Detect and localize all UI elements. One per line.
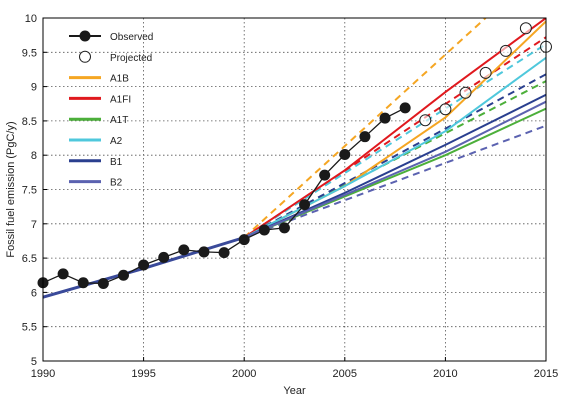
legend-label: B2 — [110, 178, 123, 189]
scenario-line-a2 — [243, 56, 546, 239]
legend-label: Observed — [110, 32, 153, 43]
legend: Observed Projected A1B A1FI A1T A2 B1 B2 — [69, 30, 153, 189]
projected-series — [419, 22, 552, 127]
observed-point — [218, 247, 230, 259]
projected-point — [499, 44, 512, 57]
scenario-dashed-a1b — [243, 18, 487, 239]
observed-point — [399, 102, 411, 114]
scenario-line-a1fi — [243, 18, 546, 239]
scenario-dashed-a2 — [243, 43, 546, 239]
legend-label: A1FI — [110, 94, 131, 105]
grid — [43, 18, 546, 361]
observed-point — [158, 251, 170, 263]
observed-point — [198, 246, 210, 258]
x-axis-label: Year — [283, 385, 306, 397]
scenario-dashed-b1 — [243, 73, 546, 239]
legend-swatch-marker — [79, 30, 91, 42]
projected-point — [439, 103, 452, 116]
observed-point — [57, 268, 69, 280]
observed-point — [379, 112, 391, 124]
observed-point — [117, 269, 129, 281]
legend-label: Projected — [110, 53, 152, 64]
plot-frame — [42, 17, 547, 362]
observed-point — [278, 222, 290, 234]
legend-label: A1T — [110, 115, 128, 126]
scenario-dashed-b2 — [243, 124, 546, 239]
observed-point — [258, 224, 270, 236]
x-tick-label: 2010 — [433, 368, 457, 380]
legend-label: A1B — [110, 74, 129, 85]
observed-point — [77, 277, 89, 289]
legend-item-observed: Observed — [69, 30, 153, 43]
observed-point — [138, 259, 150, 271]
observed-series — [37, 102, 411, 289]
observed-point — [97, 277, 109, 289]
projected-point — [479, 66, 492, 79]
y-tick-label: 9.5 — [22, 47, 37, 59]
projected-point — [419, 114, 432, 127]
x-tick-label: 2000 — [232, 368, 256, 380]
x-tick-label: 1995 — [131, 368, 155, 380]
y-tick-label: 5.5 — [22, 322, 37, 334]
legend-item-a1b: A1B — [69, 74, 129, 85]
y-tick-label: 7.5 — [22, 185, 37, 197]
observed-point — [359, 131, 371, 143]
y-tick-label: 6 — [31, 287, 37, 299]
projected-point — [519, 22, 532, 35]
legend-label: A2 — [110, 136, 123, 147]
x-tick-label: 2015 — [534, 368, 558, 380]
legend-swatch-marker — [79, 50, 91, 63]
legend-item-a1t: A1T — [69, 115, 128, 126]
y-tick-label: 5 — [31, 356, 37, 368]
legend-item-a2: A2 — [69, 136, 123, 147]
observed-point — [339, 149, 351, 161]
axis-ticks: 1990 1995 2000 2005 2010 2015 5 5.5 6 6.5 7 7.5 8 8.5… — [22, 13, 559, 380]
y-axis-label: Fossil fuel emission (PgC/y) — [5, 121, 17, 257]
y-tick-label: 9 — [31, 82, 37, 94]
observed-point — [238, 234, 250, 246]
x-tick-label: 1990 — [31, 368, 55, 380]
x-tick-label: 2005 — [333, 368, 357, 380]
observed-point — [299, 199, 311, 211]
y-tick-label: 8.5 — [22, 116, 37, 128]
legend-item-projected: Projected — [79, 50, 152, 64]
legend-item-b1: B1 — [69, 157, 123, 168]
scenario-line-b1 — [243, 93, 546, 239]
scenario-lines — [43, 18, 546, 299]
legend-item-b2: B2 — [69, 178, 123, 189]
observed-point — [319, 169, 331, 181]
y-tick-label: 10 — [25, 13, 37, 25]
y-tick-label: 7 — [31, 219, 37, 231]
y-tick-label: 8 — [31, 150, 37, 162]
projected-point — [459, 86, 472, 99]
legend-item-a1fi: A1FI — [69, 94, 131, 105]
observed-point — [178, 244, 190, 256]
legend-label: B1 — [110, 157, 123, 168]
y-tick-label: 6.5 — [22, 253, 37, 265]
